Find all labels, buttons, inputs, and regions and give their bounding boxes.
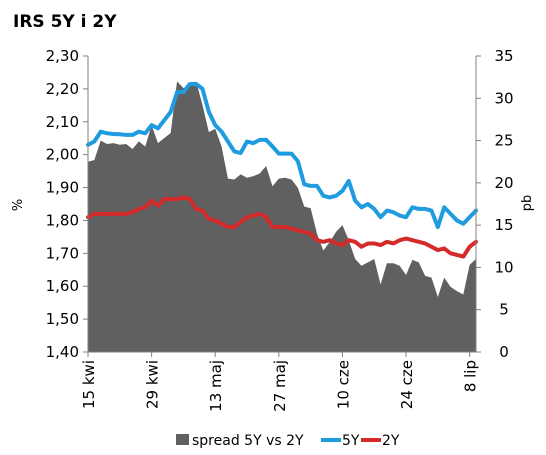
x-tick-label: 15 kwi [80,360,98,409]
chart-title: IRS 5Y i 2Y [13,12,117,32]
x-tick-label: 29 kwi [144,360,162,409]
y-axis-ticks: 2,30 2,20 2,10 2,00 1,90 1,80 1,70 1,60 1,50 1,40 [46,47,88,361]
y2-tick-label: 20 [494,174,513,192]
x-tick-label: 10 cze [334,360,352,409]
legend: spread 5Y vs 2Y 5Y 2Y [176,433,400,449]
series-spread-area [88,81,476,353]
y-tick-label: 1,60 [46,277,79,295]
y-tick-label: 1,50 [46,310,79,328]
x-tick-label: 13 maj [207,360,225,412]
y-tick-label: 1,70 [46,244,79,262]
y-tick-label: 2,20 [46,80,79,98]
y2-tick-label: 30 [494,89,513,107]
series-5y-line [86,81,478,230]
y-tick-label: 1,90 [46,179,79,197]
legend-swatch-spread [176,434,189,445]
y2-tick-label: 35 [494,47,513,65]
plot-area [86,56,478,353]
legend-label-2y: 2Y [382,433,400,449]
y2-tick-label: 0 [499,343,509,361]
y-tick-label: 2,10 [46,113,79,131]
y-tick-label: 2,00 [46,146,79,164]
legend-label-5y: 5Y [342,433,360,449]
x-axis-ticks: 15 kwi 29 kwi 13 maj 27 maj 10 cze 24 cze 8 li… [80,352,480,412]
y-tick-label: 1,80 [46,211,79,229]
x-tick-label: 8 lip [462,360,480,392]
y-axis-label: % [11,199,26,211]
x-tick-label: 27 maj [271,360,289,412]
y2-tick-label: 5 [499,301,509,319]
y-tick-label: 2,30 [46,47,79,65]
y2-tick-label: 15 [494,216,513,234]
y2-tick-label: 25 [494,132,513,150]
y2-tick-label: 10 [494,258,513,276]
series-2y-line [86,195,478,259]
y2-axis-label: pb [520,195,535,212]
y-tick-label: 1,40 [46,343,79,361]
y2-axis-ticks: 35 30 25 20 15 10 5 0 [476,47,514,361]
x-tick-label: 24 cze [398,360,416,409]
legend-label-spread: spread 5Y vs 2Y [192,433,304,449]
